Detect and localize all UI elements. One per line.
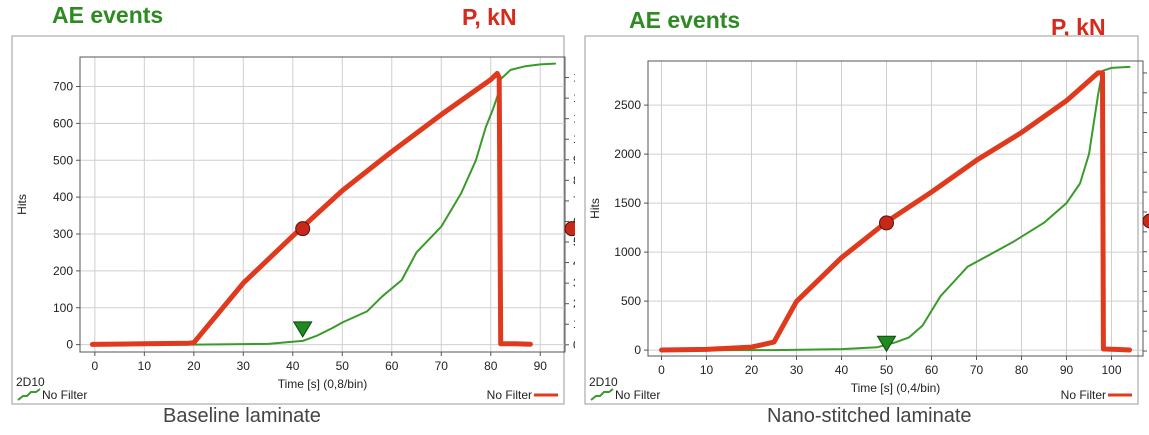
- y-right-tick-label: 13: [573, 71, 575, 85]
- y-right-tick-label: 7: [573, 194, 575, 208]
- x-tick-label: 60: [925, 363, 939, 377]
- series-line-load: [89, 70, 533, 347]
- channel-label: 2D10: [16, 375, 45, 389]
- y-right-tick-label: 8: [573, 173, 575, 187]
- series-line-load: [659, 70, 1132, 353]
- x-tick-label: 90: [534, 359, 548, 373]
- y-right-tick-label: 5: [573, 235, 575, 249]
- x-tick-label: 40: [835, 363, 849, 377]
- x-tick-label: 30: [237, 359, 251, 373]
- y-right-tick-label: 1: [573, 317, 575, 331]
- ae-events-title: AE events: [629, 7, 741, 33]
- y-axis-label: Hits: [15, 194, 29, 215]
- series-line-hits: [93, 62, 557, 346]
- legend-right-label: No Filter: [1061, 388, 1106, 402]
- x-tick-label: 30: [790, 363, 804, 377]
- legend-left-label: No Filter: [615, 388, 660, 402]
- legend-right-label: No Filter: [487, 388, 532, 402]
- y-left-tick-label: 2000: [614, 147, 641, 161]
- x-tick-label: 50: [336, 359, 350, 373]
- x-tick-label: 20: [745, 363, 759, 377]
- y-left-tick-label: 0: [634, 343, 641, 357]
- y-right-tick-label: 11: [573, 112, 575, 126]
- y-axis-label: Hits: [588, 198, 602, 219]
- chart-panel-nano-stitched: AE events P, kN 0 10 20 30 40 50 60 70 80 90 100 0 5…: [575, 0, 1149, 435]
- plot-area-border: [647, 60, 1144, 357]
- channel-label: 2D10: [589, 375, 618, 389]
- chart-nano-stitched: 0 10 20 30 40 50 60 70 80 90 100050010001500200025…: [584, 35, 1149, 405]
- y-right-tick-label: 9: [573, 153, 575, 167]
- marker-circle: [295, 221, 311, 237]
- x-tick-label: 40: [286, 359, 300, 373]
- x-axis-label: Time [s] (0,8/bin): [278, 377, 368, 391]
- x-tick-label: 0: [92, 359, 99, 373]
- legend-left-label: No Filter: [42, 388, 87, 402]
- marker-circle: [879, 215, 894, 231]
- x-tick-label: 90: [1060, 363, 1074, 377]
- y-left-tick-label: 1000: [614, 245, 641, 259]
- x-tick-label: 70: [435, 359, 449, 373]
- marker-triangle: [292, 321, 313, 338]
- y-left-tick-label: 2500: [614, 98, 641, 112]
- y-left-tick-label: 600: [53, 116, 73, 130]
- x-tick-label: 70: [970, 363, 984, 377]
- x-tick-label: 100: [1101, 363, 1121, 377]
- plot-area-border: [79, 56, 566, 353]
- y-left-tick-label: 0: [66, 338, 73, 352]
- legend-swatch-hits: [590, 388, 614, 401]
- legend-swatch-hits: [17, 388, 41, 401]
- x-tick-label: 10: [700, 363, 714, 377]
- x-tick-label: 80: [1015, 363, 1029, 377]
- x-tick-label: 50: [880, 363, 894, 377]
- y-left-tick-label: 1500: [614, 196, 641, 210]
- x-tick-label: 0: [658, 363, 665, 377]
- x-tick-label: 10: [138, 359, 152, 373]
- x-axis-label: Time [s] (0,4/bin): [851, 381, 941, 395]
- y-left-tick-label: 100: [53, 301, 73, 315]
- y-left-tick-label: 500: [621, 294, 641, 308]
- chart-caption: Nano-stitched laminate: [767, 405, 972, 427]
- chart-baseline: 0 10 20 30 40 50 60 70 80 90010020030040050060070…: [11, 35, 575, 405]
- marker-triangle: [876, 335, 897, 353]
- y-right-tick-label: 3: [573, 276, 575, 290]
- x-tick-label: 80: [484, 359, 498, 373]
- y-left-tick-label: 200: [53, 264, 73, 278]
- marker-circle-right-edge: [564, 221, 575, 237]
- load-title: P, kN: [462, 4, 517, 30]
- x-tick-label: 60: [385, 359, 399, 373]
- y-left-tick-label: 400: [53, 190, 73, 204]
- y-right-tick-label: 2: [573, 297, 575, 311]
- y-right-tick-label: 4: [573, 256, 575, 270]
- ae-events-title: AE events: [52, 2, 164, 28]
- marker-circle-right-edge: [1142, 213, 1149, 229]
- y-left-tick-label: 500: [53, 153, 73, 167]
- y-left-tick-label: 300: [53, 227, 73, 241]
- chart-panel-baseline: AE events P, kN 0 10 20 30 40 50 60 70 80 90 0 100 2…: [11, 2, 575, 427]
- x-tick-label: 20: [187, 359, 201, 373]
- y-right-tick-label: 10: [573, 132, 575, 146]
- y-left-tick-label: 700: [53, 80, 73, 94]
- chart-caption: Baseline laminate: [163, 405, 321, 427]
- y-right-tick-label: 12: [573, 91, 575, 105]
- y-right-tick-label: 0: [573, 338, 575, 352]
